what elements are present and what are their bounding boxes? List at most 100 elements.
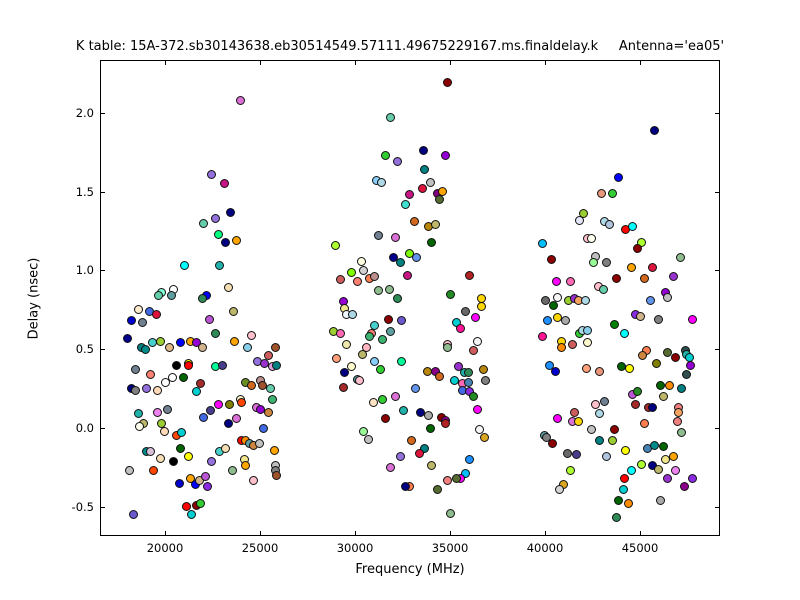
data-point <box>648 403 658 412</box>
data-point <box>627 221 637 231</box>
data-point <box>159 426 169 436</box>
data-point <box>155 453 165 463</box>
data-point <box>601 258 611 267</box>
data-point <box>352 277 362 286</box>
data-point <box>154 291 164 301</box>
data-point <box>272 360 282 370</box>
data-point <box>649 440 659 450</box>
plot-area <box>100 60 720 536</box>
x-tick-bottom <box>165 531 166 535</box>
data-point <box>397 357 407 367</box>
data-point <box>406 436 416 446</box>
data-point <box>445 289 455 299</box>
data-point <box>464 270 474 280</box>
data-point <box>639 273 649 283</box>
data-point <box>384 284 394 294</box>
data-point <box>412 253 422 263</box>
data-point <box>569 407 579 417</box>
data-point <box>338 382 348 392</box>
data-point <box>145 369 155 379</box>
y-tick-left <box>101 428 105 429</box>
data-point <box>404 190 414 200</box>
data-point <box>265 384 275 394</box>
data-point <box>168 456 178 466</box>
data-point <box>374 231 384 241</box>
data-point <box>220 237 230 247</box>
y-tick-label: -0.5 <box>71 499 94 514</box>
data-point <box>161 377 171 387</box>
data-point <box>386 462 396 472</box>
data-point <box>223 283 233 293</box>
data-point <box>662 292 672 302</box>
data-point <box>630 399 640 409</box>
data-point <box>594 366 604 376</box>
data-point <box>140 344 150 354</box>
x-tick-bottom <box>545 531 546 535</box>
data-point <box>359 265 369 275</box>
data-point <box>596 188 606 198</box>
data-point <box>358 426 368 436</box>
data-point <box>122 333 132 343</box>
data-point <box>210 329 220 338</box>
x-tick-label: 45000 <box>621 541 659 555</box>
y-axis-label: Delay (nsec) <box>26 257 42 340</box>
data-point <box>451 474 461 483</box>
data-point <box>432 485 442 494</box>
data-point <box>675 253 685 263</box>
data-point <box>464 387 474 397</box>
data-point <box>619 329 629 338</box>
data-point <box>472 336 482 346</box>
data-point <box>637 351 647 360</box>
data-point <box>204 314 214 324</box>
data-point <box>648 262 658 272</box>
data-point <box>571 450 581 460</box>
data-point <box>552 292 562 302</box>
data-point <box>137 317 147 327</box>
data-point <box>206 169 216 179</box>
data-point <box>565 277 575 286</box>
data-point <box>375 365 385 375</box>
y-tick-label: 0.5 <box>75 342 94 357</box>
data-point <box>385 113 395 122</box>
data-point <box>443 343 453 353</box>
data-point <box>419 444 429 453</box>
data-point <box>465 455 475 465</box>
data-point <box>649 125 659 135</box>
data-point <box>380 414 390 424</box>
data-point <box>540 295 550 305</box>
data-point <box>409 217 419 227</box>
data-point <box>369 272 379 282</box>
data-point <box>357 349 367 359</box>
data-point <box>191 387 201 397</box>
data-point <box>377 395 387 405</box>
data-point <box>655 381 665 390</box>
y-tick-right <box>715 191 719 193</box>
data-point <box>237 398 247 408</box>
data-point <box>653 314 663 324</box>
data-point <box>207 456 217 466</box>
data-point <box>682 369 692 379</box>
data-point <box>214 399 224 409</box>
data-point <box>443 475 453 485</box>
data-point <box>368 398 378 408</box>
data-point <box>427 237 437 247</box>
data-point <box>586 234 596 244</box>
data-point <box>183 360 193 370</box>
data-point <box>619 474 629 483</box>
data-point <box>557 343 567 353</box>
data-point <box>242 343 252 353</box>
data-point <box>440 418 450 428</box>
y-tick-right <box>715 270 719 272</box>
data-point <box>420 165 430 174</box>
y-tick-left <box>101 191 105 193</box>
data-point <box>240 461 250 471</box>
x-tick-top <box>260 61 261 65</box>
data-point <box>246 381 256 390</box>
data-point <box>598 284 608 294</box>
data-point <box>205 406 215 416</box>
data-point <box>197 294 207 304</box>
data-point <box>215 261 225 271</box>
data-point <box>460 306 470 316</box>
data-point <box>626 262 636 272</box>
data-point <box>636 459 646 469</box>
